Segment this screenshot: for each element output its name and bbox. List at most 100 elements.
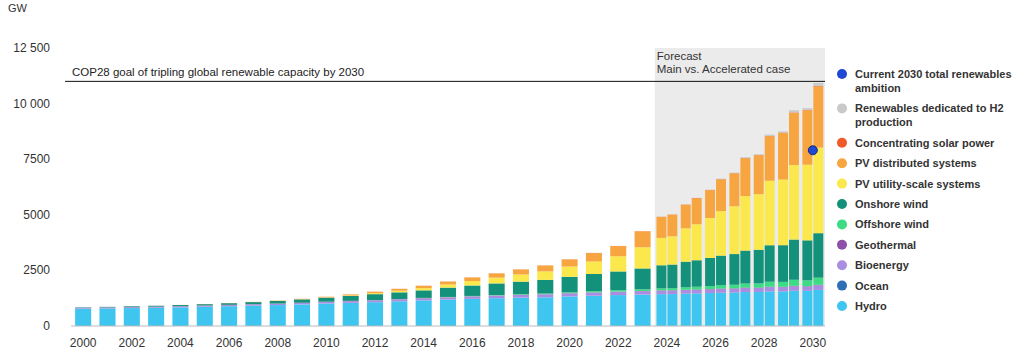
legend-label: Concentrating solar power [855, 137, 995, 149]
bar-segment [99, 306, 115, 307]
bar-segment [729, 293, 739, 326]
bar-segment [172, 305, 188, 306]
bar-segment [754, 154, 764, 156]
bar-segment [294, 303, 310, 304]
bar-segment [221, 302, 237, 303]
bar-segment [813, 278, 823, 285]
bar-segment [197, 305, 213, 306]
bar-segment [197, 304, 213, 305]
bar-segment [197, 304, 213, 305]
bar-segment [537, 295, 553, 298]
bar-segment [740, 158, 750, 196]
legend-line: PV utility-scale systems [855, 178, 980, 190]
legend-marker [837, 103, 847, 113]
bar-segment [221, 302, 237, 303]
y-tick-label: 10 000 [13, 97, 50, 111]
bar-segment [754, 288, 764, 292]
scatter-point [808, 146, 817, 155]
x-tick-label: 2014 [410, 336, 437, 350]
bar-segment [367, 293, 383, 294]
x-tick-label: 2010 [313, 336, 340, 350]
bar-segment [692, 198, 702, 224]
bar-segment [197, 304, 213, 305]
bar-segment [813, 148, 823, 234]
legend-line: PV distributed systems [855, 157, 977, 169]
legend-line: Renewables dedicated to H2 [855, 102, 1004, 114]
forecast-region [655, 48, 825, 326]
x-tick-label: 2008 [264, 336, 291, 350]
legend-label: Current 2030 total renewablesambition [855, 68, 1012, 94]
bar-segment [681, 204, 691, 205]
bar-segment [656, 291, 666, 294]
bar-segment [716, 211, 726, 255]
bar-segment [391, 299, 407, 301]
bar-segment [537, 297, 553, 326]
bar-segment [635, 231, 651, 232]
bar-segment [343, 296, 359, 301]
annotation: COP28 goal of tripling global renewable … [72, 66, 364, 78]
bar-segment [416, 285, 432, 286]
bar-segment [537, 265, 553, 266]
bar-segment [692, 197, 702, 198]
bar-segment [294, 299, 310, 300]
bar-segment [99, 307, 115, 308]
bar-segment [318, 304, 334, 326]
y-tick-label: 5000 [23, 208, 50, 222]
bar-segment [635, 295, 651, 326]
bar-segment [656, 216, 666, 217]
legend-label: PV utility-scale systems [855, 178, 980, 190]
legend-marker [837, 138, 847, 148]
bar-segment [681, 205, 691, 229]
bar-segment [681, 294, 691, 326]
bar-segment [789, 113, 799, 165]
bar-segment [148, 307, 164, 308]
bar-segment [124, 306, 140, 307]
bar-segment [802, 240, 812, 280]
bar-segment [778, 282, 788, 287]
bar-segment [537, 266, 553, 272]
bar-segment [610, 245, 626, 246]
bar-segment [221, 305, 237, 306]
bar-segment [562, 259, 578, 260]
x-tick-label: 2006 [216, 336, 243, 350]
bar-segment [75, 307, 91, 308]
bar-segment [270, 300, 286, 301]
bar-segment [813, 233, 823, 277]
bar-segment [367, 292, 383, 293]
legend-line: Concentrating solar power [855, 137, 995, 149]
x-tick-label: 2022 [605, 336, 632, 350]
bar-segment [681, 290, 691, 294]
bar-segment [270, 305, 286, 326]
bar-segment [705, 293, 715, 326]
bar-segment [221, 303, 237, 305]
bar-segment [802, 287, 812, 291]
legend-label: Offshore wind [855, 218, 929, 230]
bar-segment [245, 302, 261, 304]
bar-segment [391, 291, 407, 293]
bar-segment [318, 296, 334, 297]
bar-segment [367, 291, 383, 292]
bar-segment [124, 308, 140, 326]
bar-segment [343, 294, 359, 295]
bar-segment [610, 245, 626, 246]
bar-segment [667, 236, 677, 264]
bar-segment [692, 224, 702, 260]
bar-segment [667, 294, 677, 326]
bar-segment [99, 308, 115, 326]
bar-segment [391, 301, 407, 326]
bar-segment [562, 277, 578, 293]
bar-segment [440, 282, 456, 285]
bar-segment [705, 218, 715, 258]
bar-segment [245, 306, 261, 326]
bar-segment [656, 217, 666, 238]
legend-marker [837, 260, 847, 270]
bar-segment [729, 206, 739, 254]
bar-segment [635, 247, 651, 268]
bar-segment [692, 293, 702, 326]
bar-segment [586, 291, 602, 292]
bar-segment [391, 292, 407, 299]
bar-segment [464, 277, 480, 281]
bar-segment [172, 307, 188, 308]
bar-segment [656, 294, 666, 326]
bar-segment [778, 131, 788, 132]
